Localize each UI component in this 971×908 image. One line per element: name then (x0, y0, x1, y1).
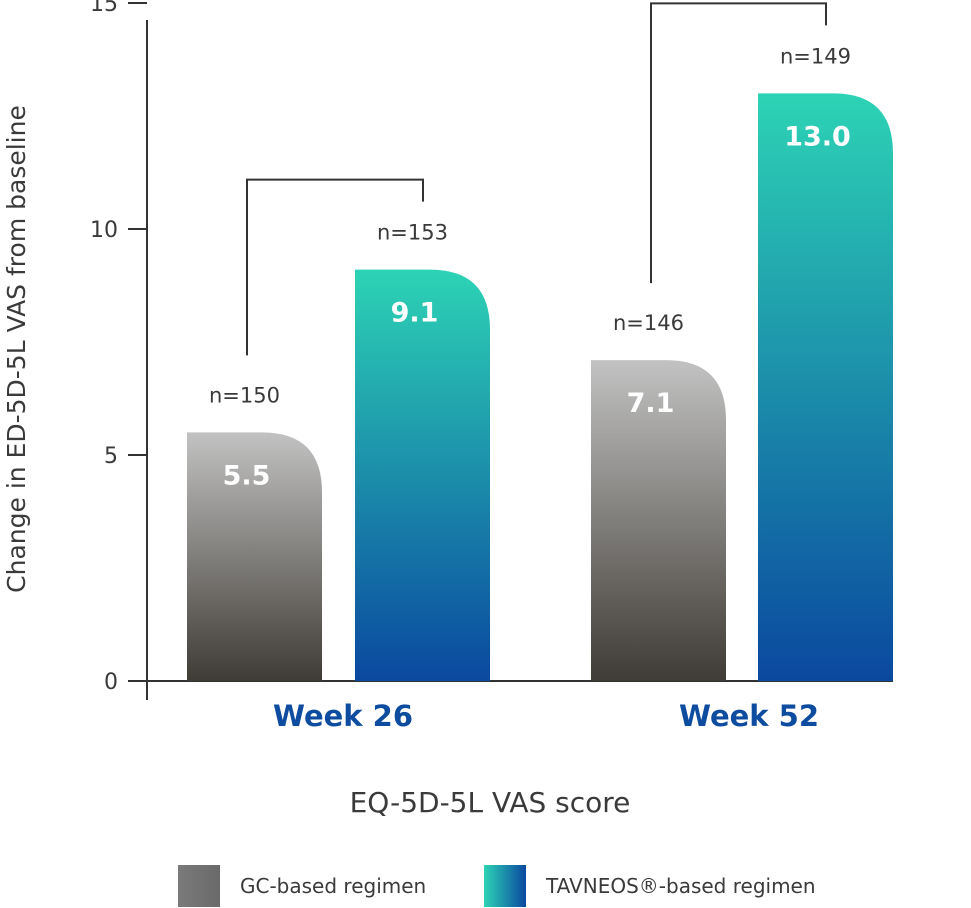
bar-tavneos (758, 93, 893, 681)
legend: GC-based regimen TAVNEOS®-based regimen (178, 865, 816, 907)
bar-value-label-gc: 5.5 (223, 460, 271, 491)
significance-bracket (246, 178, 424, 356)
legend-label-gc: GC-based regimen (240, 874, 426, 898)
comparison-brackets (246, 2, 827, 356)
bar-gc (591, 360, 726, 681)
category-labels: Week 26 Week 52 (273, 699, 819, 733)
bar-tavneos (355, 269, 490, 681)
bar-gc (187, 432, 322, 681)
x-category-label: Week 26 (273, 699, 413, 733)
y-tick-label: 15 (90, 0, 118, 17)
legend-label-tavneos: TAVNEOS®-based regimen (545, 874, 816, 898)
bar-value-label-tavneos: 9.1 (391, 298, 439, 329)
bar-value-label-tavneos: 13.0 (784, 121, 851, 152)
y-axis-title: Change in ED-5D-5L VAS from baseline (2, 105, 31, 593)
bar-value-label-gc: 7.1 (627, 388, 675, 419)
y-tick-label: 0 (104, 670, 118, 695)
legend-swatch-tavneos (484, 865, 526, 907)
x-category-label: Week 52 (679, 699, 819, 733)
n-label-gc: n=150 (209, 383, 280, 407)
n-label-gc: n=146 (613, 311, 684, 335)
y-axis-ticks: 0 5 10 15 (90, 0, 147, 695)
bar-labels: 5.5 n=150 7.1 n=146 9.1 n=153 13.0 n=149 (209, 44, 851, 491)
legend-swatch-gc (178, 865, 220, 907)
y-tick-label: 10 (90, 218, 118, 243)
significance-bracket (650, 2, 827, 284)
x-axis-title: EQ-5D-5L VAS score (350, 786, 631, 819)
n-label-tavneos: n=153 (377, 221, 448, 245)
y-tick-label: 5 (104, 444, 118, 469)
n-label-tavneos: n=149 (780, 44, 851, 68)
bar-marks (187, 93, 893, 681)
